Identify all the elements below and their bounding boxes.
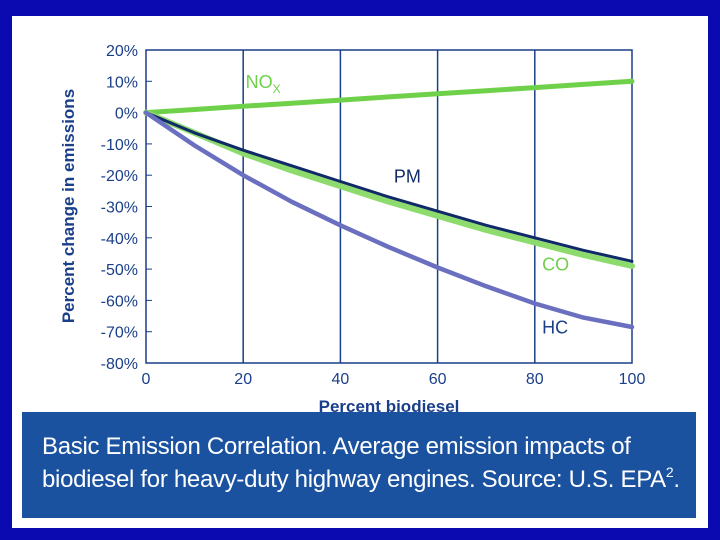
series-label-pm: PM [394, 167, 421, 187]
caption-end: . [673, 466, 680, 493]
y-axis-title: Percent change in emissions [59, 89, 78, 323]
x-tick-label: 20 [234, 371, 252, 388]
series-label-nox: NOX [246, 72, 281, 96]
caption-box: Basic Emission Correlation. Average emis… [22, 412, 696, 518]
y-tick-label: 20% [106, 43, 138, 60]
x-tick-label: 100 [619, 371, 646, 388]
caption-text: Basic Emission Correlation. Average emis… [42, 430, 682, 496]
series-line-pm [144, 111, 634, 263]
y-tick-label: 10% [106, 74, 138, 91]
y-tick-label: -50% [101, 262, 138, 279]
caption-line-1: Basic Emission Correlation. Average emis… [42, 433, 631, 460]
y-tick-label: -40% [101, 231, 138, 248]
axis-ticks: 0 20 40 60 80 100 20% 10% 0% -10% -20% -30% -40% -50%… [101, 43, 646, 388]
plot-area [145, 49, 633, 364]
series-line-co [143, 109, 635, 269]
series-label-co: CO [542, 254, 569, 274]
y-tick-label: 0% [115, 106, 138, 123]
series-label-hc: HC [542, 318, 568, 338]
caption-superscript: 2 [665, 464, 674, 480]
x-tick-label: 40 [332, 371, 350, 388]
series-lines [143, 78, 635, 330]
series-labels: NOX PM CO HC [246, 72, 569, 337]
x-tick-label: 80 [526, 371, 544, 388]
x-tick-label: 60 [429, 371, 447, 388]
y-tick-label: -70% [101, 325, 138, 342]
y-tick-label: -80% [101, 356, 138, 373]
y-tick-label: -30% [101, 200, 138, 217]
caption-line-2: biodiesel for heavy-duty highway engines… [42, 466, 666, 493]
x-axis-title: Percent biodiesel [319, 397, 460, 416]
y-tick-label: -60% [101, 293, 138, 310]
series-line-nox [143, 78, 635, 116]
x-tick-label: 0 [142, 371, 151, 388]
y-tick-label: -20% [101, 168, 138, 185]
y-tick-label: -10% [101, 137, 138, 154]
series-line-hc [143, 110, 635, 330]
